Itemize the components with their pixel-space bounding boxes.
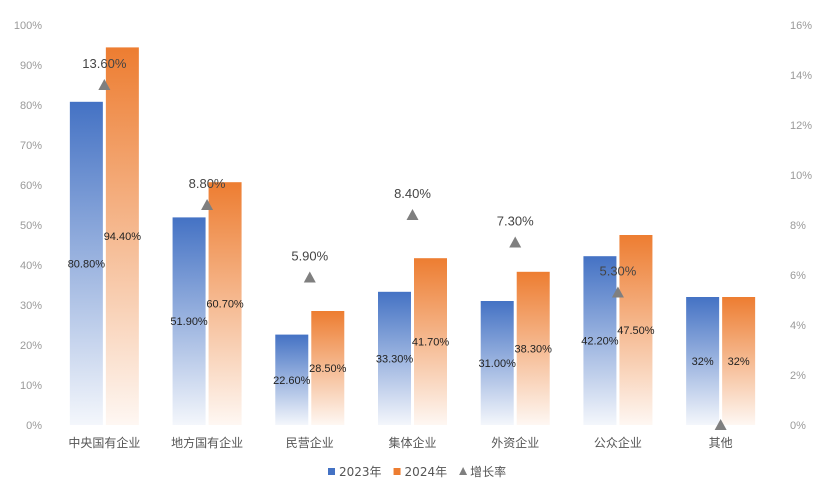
bar-2024 xyxy=(105,47,139,426)
growth-markers xyxy=(98,79,727,430)
right-axis: 0% 2% 4% 6% 8% 10% 12% 14% 16% xyxy=(790,20,812,432)
growth-label: 8.40% xyxy=(394,186,431,201)
growth-label: 7.30% xyxy=(497,214,534,229)
category-label: 公众企业 xyxy=(594,435,642,450)
bar-2023-label: 33.30% xyxy=(376,353,414,365)
category-label: 其他 xyxy=(709,436,733,450)
bar-2023-label: 31.00% xyxy=(479,358,517,370)
bar-2024-label: 60.70% xyxy=(206,299,244,311)
right-tick-label: 2% xyxy=(790,370,806,382)
growth-marker xyxy=(303,271,316,283)
right-tick-label: 0% xyxy=(790,420,806,432)
legend-label: 2023年 xyxy=(339,465,382,479)
legend: 2023年 2024年 增长率 xyxy=(328,464,506,479)
left-tick-label: 10% xyxy=(20,380,42,392)
bar-2023-label: 22.60% xyxy=(273,375,311,387)
category-label: 集体企业 xyxy=(388,435,436,450)
category-label: 外资企业 xyxy=(491,435,539,450)
left-axis: 0% 10% 20% 30% 40% 50% 60% 70% 80% 90% 100% xyxy=(14,20,42,432)
left-tick-label: 30% xyxy=(20,300,42,312)
bar-2023 xyxy=(378,291,411,425)
left-tick-label: 80% xyxy=(20,100,42,112)
legend-label: 增长率 xyxy=(470,464,506,479)
data-labels: 80.80% 94.40% 13.60% 51.90% 60.70% 8.80% 22.60… xyxy=(68,56,750,387)
bar-2024 xyxy=(722,297,756,425)
growth-marker xyxy=(201,199,214,210)
left-tick-label: 60% xyxy=(20,180,42,192)
right-tick-label: 10% xyxy=(790,170,812,182)
bar-2024-label: 94.40% xyxy=(104,231,142,243)
left-tick-label: 20% xyxy=(20,340,42,352)
legend-swatch xyxy=(328,468,335,475)
growth-marker xyxy=(611,286,624,298)
right-tick-label: 12% xyxy=(790,120,812,132)
growth-label: 5.30% xyxy=(599,264,636,279)
bar-2024-label: 41.70% xyxy=(412,337,450,349)
bar-2024-label: 28.50% xyxy=(309,363,347,375)
left-tick-label: 100% xyxy=(14,20,42,32)
legend-label: 2024年 xyxy=(405,465,448,479)
bar-2023-label: 32% xyxy=(692,356,714,368)
bar-2024-label: 32% xyxy=(728,356,750,368)
growth-label: 8.80% xyxy=(189,176,226,191)
right-tick-label: 14% xyxy=(790,70,812,82)
bars xyxy=(69,47,756,426)
bar-2024-label: 47.50% xyxy=(617,325,655,337)
bar-2024 xyxy=(311,311,345,425)
bar-2024-label: 38.30% xyxy=(515,343,553,355)
bar-2023-label: 80.80% xyxy=(68,258,106,270)
category-label: 民营企业 xyxy=(286,435,334,450)
growth-marker xyxy=(714,419,727,430)
right-tick-label: 6% xyxy=(790,270,806,282)
right-tick-label: 4% xyxy=(790,320,806,332)
bar-2023 xyxy=(275,334,309,425)
right-tick-label: 16% xyxy=(790,20,812,32)
bar-2023 xyxy=(480,301,514,425)
left-tick-label: 0% xyxy=(26,420,42,432)
left-tick-label: 70% xyxy=(20,140,42,152)
legend-swatch xyxy=(459,467,468,475)
growth-label: 5.90% xyxy=(291,249,328,264)
growth-marker xyxy=(406,209,419,220)
category-label: 中央国有企业 xyxy=(68,435,140,450)
bar-2024 xyxy=(414,258,447,425)
growth-marker xyxy=(98,79,111,90)
left-tick-label: 40% xyxy=(20,260,42,272)
bar-2024 xyxy=(208,182,242,425)
left-tick-label: 50% xyxy=(20,220,42,232)
growth-marker xyxy=(509,236,522,248)
growth-label: 13.60% xyxy=(82,56,127,71)
bar-2024 xyxy=(619,235,653,425)
bar-2023-label: 42.20% xyxy=(581,336,619,348)
bar-2023 xyxy=(172,217,206,425)
right-tick-label: 8% xyxy=(790,220,806,232)
bar-2023 xyxy=(69,101,103,426)
category-label: 地方国有企业 xyxy=(171,435,243,450)
bar-2023-label: 51.90% xyxy=(170,316,208,328)
bar-2023 xyxy=(686,297,720,425)
bar-2023 xyxy=(583,256,617,425)
bar-2024 xyxy=(516,271,550,425)
left-tick-label: 90% xyxy=(20,60,42,72)
legend-swatch xyxy=(393,468,401,475)
category-labels: 中央国有企业 地方国有企业 民营企业 集体企业 外资企业 公众企业 其他 xyxy=(68,435,732,450)
